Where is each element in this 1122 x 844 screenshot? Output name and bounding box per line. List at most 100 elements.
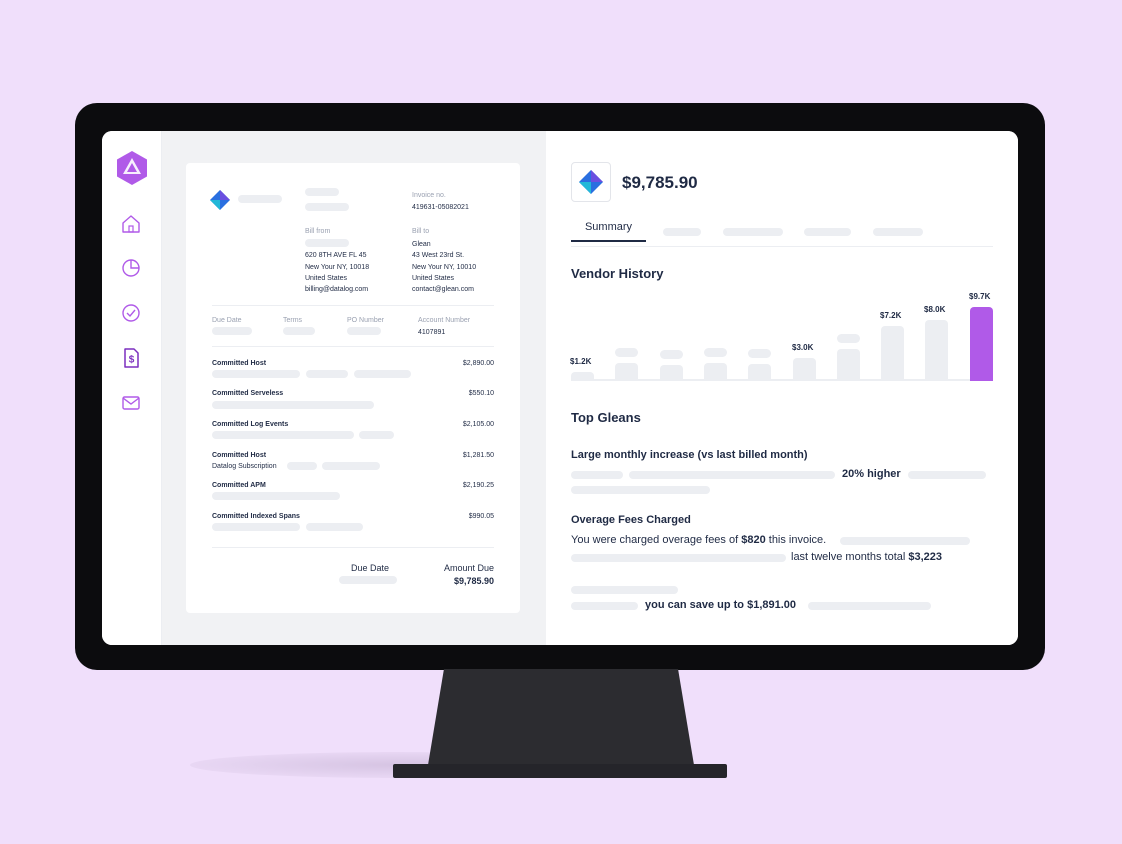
vendor-logo-icon [210,190,230,210]
placeholder [212,327,252,335]
pie-chart-icon[interactable] [120,257,142,279]
glean-savings-text: you can save up to $1,891.00 [645,599,797,611]
glean-overage-text: You were charged overage fees of $820 th… [571,534,826,546]
bill-to-email: contact@glean.com [412,286,474,293]
invoice-total: $9,785.90 [622,173,698,192]
bill-to-label: Bill to [412,228,430,235]
overage-total-pre: last twelve months total [791,551,909,563]
app-screen: $ Invoice no. 419631-05082021 Bill from … [102,131,1018,645]
divider [212,547,494,548]
chart-bar [704,363,727,381]
placeholder [212,401,374,409]
bill-from-line: New Your NY, 10018 [305,264,370,271]
placeholder [306,370,348,378]
bill-from-label: Bill from [305,228,331,235]
home-icon[interactable] [120,213,142,235]
invoice-dollar-icon[interactable]: $ [120,347,142,369]
due-date-label: Due Date [212,317,242,324]
placeholder [571,471,623,479]
glean-overage-title: Overage Fees Charged [571,514,691,526]
glean-increase-value: 20% higher [842,468,901,480]
tab-placeholder[interactable] [663,228,701,236]
bar-label: $8.0K [924,305,946,314]
account-number: 4107891 [418,329,446,336]
divider [212,346,494,347]
monitor-stand [428,669,694,765]
line-item-name: Committed APM [212,482,266,489]
placeholder [629,471,835,479]
vendor-logo [571,162,611,202]
check-circle-icon[interactable] [120,302,142,324]
terms-label: Terms [283,317,303,324]
bar-label: $9.7K [969,292,991,301]
overage-amount: $820 [741,534,766,546]
placeholder [840,537,970,545]
invoice-no-label: Invoice no. [412,192,446,199]
bill-to-line: New Your NY, 10010 [412,264,477,271]
summary-pane: $9,785.90 Summary Vendor History $1.2K $3… [546,131,1018,645]
line-item-amount: $550.10 [468,390,494,397]
bar-label-placeholder [837,334,860,343]
chart-bar [837,349,860,381]
bar-label-placeholder [748,349,771,358]
placeholder [283,327,315,335]
overage-total-amount: $3,223 [908,551,943,563]
chart-bar [571,372,594,381]
invoice-pane: Invoice no. 419631-05082021 Bill from 62… [162,131,546,645]
chart-baseline [571,379,993,381]
invoice-document: Invoice no. 419631-05082021 Bill from 62… [186,163,520,613]
placeholder [354,370,411,378]
placeholder [571,586,678,594]
placeholder [305,239,349,247]
sidebar: $ [102,131,162,645]
tab-placeholder[interactable] [804,228,851,236]
placeholder [322,462,380,470]
line-item-name: Committed Host [212,360,267,367]
line-item-name: Committed Serveless [212,390,284,397]
line-item-amount: $2,105.00 [462,421,494,428]
line-item-amount: $1,281.50 [462,452,494,459]
bill-from-line: 620 8TH AVE FL 45 [305,252,367,259]
bar-label: $1.2K [570,357,592,366]
amount-due: $9,785.90 [453,576,494,586]
placeholder [808,602,931,610]
tabs-divider [571,246,993,247]
bill-from-line: United States [305,275,348,282]
bar-label: $7.2K [880,311,902,320]
chart-bar [660,365,683,381]
po-number-label: PO Number [347,317,384,324]
placeholder [305,188,339,196]
line-item-amount: $990.05 [468,513,494,520]
line-item-name: Committed Host [212,452,267,459]
line-item-name: Committed Log Events [212,421,289,428]
tab-summary[interactable]: Summary [571,221,646,242]
bill-to-line: United States [412,275,455,282]
placeholder [908,471,986,479]
top-gleans-title: Top Gleans [571,410,641,425]
bar-label-placeholder [615,348,638,357]
bill-to-line: Glean [412,241,431,248]
placeholder [212,370,300,378]
bill-to-line: 43 West 23rd St. [412,252,465,259]
placeholder [571,602,638,610]
monitor-base [393,764,727,778]
tab-placeholder[interactable] [723,228,783,236]
placeholder [287,462,317,470]
glean-increase-title: Large monthly increase (vs last billed m… [571,449,808,461]
placeholder [306,523,363,531]
mail-icon[interactable] [120,392,142,414]
placeholder [571,486,710,494]
overage-text-post: this invoice. [765,534,827,546]
tab-placeholder[interactable] [873,228,923,236]
chart-bar [925,320,948,381]
line-item-amount: $2,890.00 [462,360,494,367]
vendor-history-chart: $1.2K $3.0K $7.2K $8.0K $9.7K [570,286,993,381]
vendor-history-title: Vendor History [571,266,664,281]
chart-bar [748,364,771,381]
chart-bar [970,307,993,381]
line-item-name: Committed Indexed Spans [212,513,300,520]
line-item-subtitle: Datalog Subscription [212,463,277,470]
chart-bar [615,363,638,381]
svg-text:$: $ [129,355,135,366]
bar-label: $3.0K [792,343,814,352]
